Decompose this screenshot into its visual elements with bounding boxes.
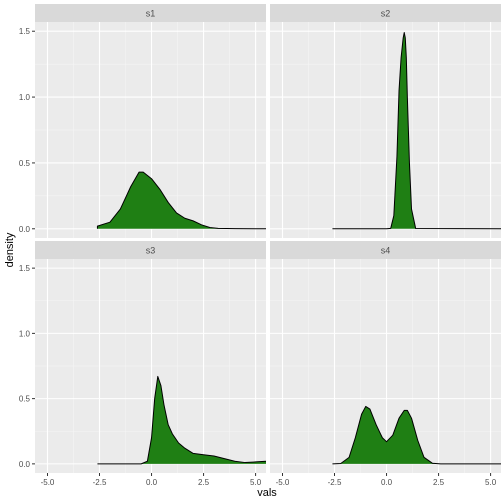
- strip-background: [270, 4, 501, 22]
- strip-background: [270, 241, 501, 259]
- facet-panel-s1: s1 0.0 0.5 1.0 1.5: [19, 4, 267, 238]
- x-tick-label: 0.0: [381, 478, 393, 487]
- y-tick-label: 0.0: [19, 225, 31, 234]
- y-tick-label: 1.0: [19, 93, 31, 102]
- facet-panel-s2: s2: [270, 4, 502, 238]
- x-tick-label: -2.5: [93, 478, 107, 487]
- y-tick-label: 0.5: [19, 395, 31, 404]
- y-tick-label: 1.5: [19, 27, 31, 36]
- strip-background: [35, 4, 266, 22]
- density-line: [332, 405, 501, 465]
- density-area: [97, 172, 266, 229]
- x-axis-title: vals: [257, 487, 277, 499]
- y-tick-label: 1.0: [19, 329, 31, 338]
- strip-label: s1: [146, 9, 156, 19]
- y-tick-label: 0.5: [19, 159, 31, 168]
- facet-panel-s3: s3 0.0 0.5 1.0 1.5 -5.0 -2.5 0.0 2.5 5.0: [19, 241, 267, 487]
- x-tick-label: 5.0: [485, 478, 497, 487]
- strip-label: s4: [381, 246, 391, 256]
- density-line: [96, 171, 267, 230]
- x-tick-label: 0.0: [146, 478, 158, 487]
- x-tick-label: -5.0: [41, 478, 55, 487]
- y-tick-label: 1.5: [19, 264, 31, 273]
- x-tick-label: -2.5: [328, 478, 342, 487]
- y-tick-label: 0.0: [19, 460, 31, 469]
- strip-background: [35, 241, 266, 259]
- x-tick-label: -5.0: [276, 478, 290, 487]
- y-axis-title: density: [4, 232, 16, 267]
- x-tick-label: 2.5: [433, 478, 445, 487]
- density-line: [97, 375, 267, 465]
- density-area: [97, 376, 266, 464]
- strip-label: s3: [146, 246, 156, 256]
- strip-label: s2: [381, 9, 391, 19]
- facet-panels: s1 0.0 0.5 1.0 1.5 s2 s3 0.0 0.5 1.0 1.5 -5.0 -2.5 0.…: [19, 4, 502, 487]
- density-line: [332, 32, 502, 230]
- x-tick-label: 5.0: [250, 478, 262, 487]
- density-area: [332, 406, 501, 464]
- facet-panel-s4: s4 -5.0 -2.5 0.0 2.5 5.0: [270, 241, 501, 487]
- x-tick-label: 2.5: [198, 478, 210, 487]
